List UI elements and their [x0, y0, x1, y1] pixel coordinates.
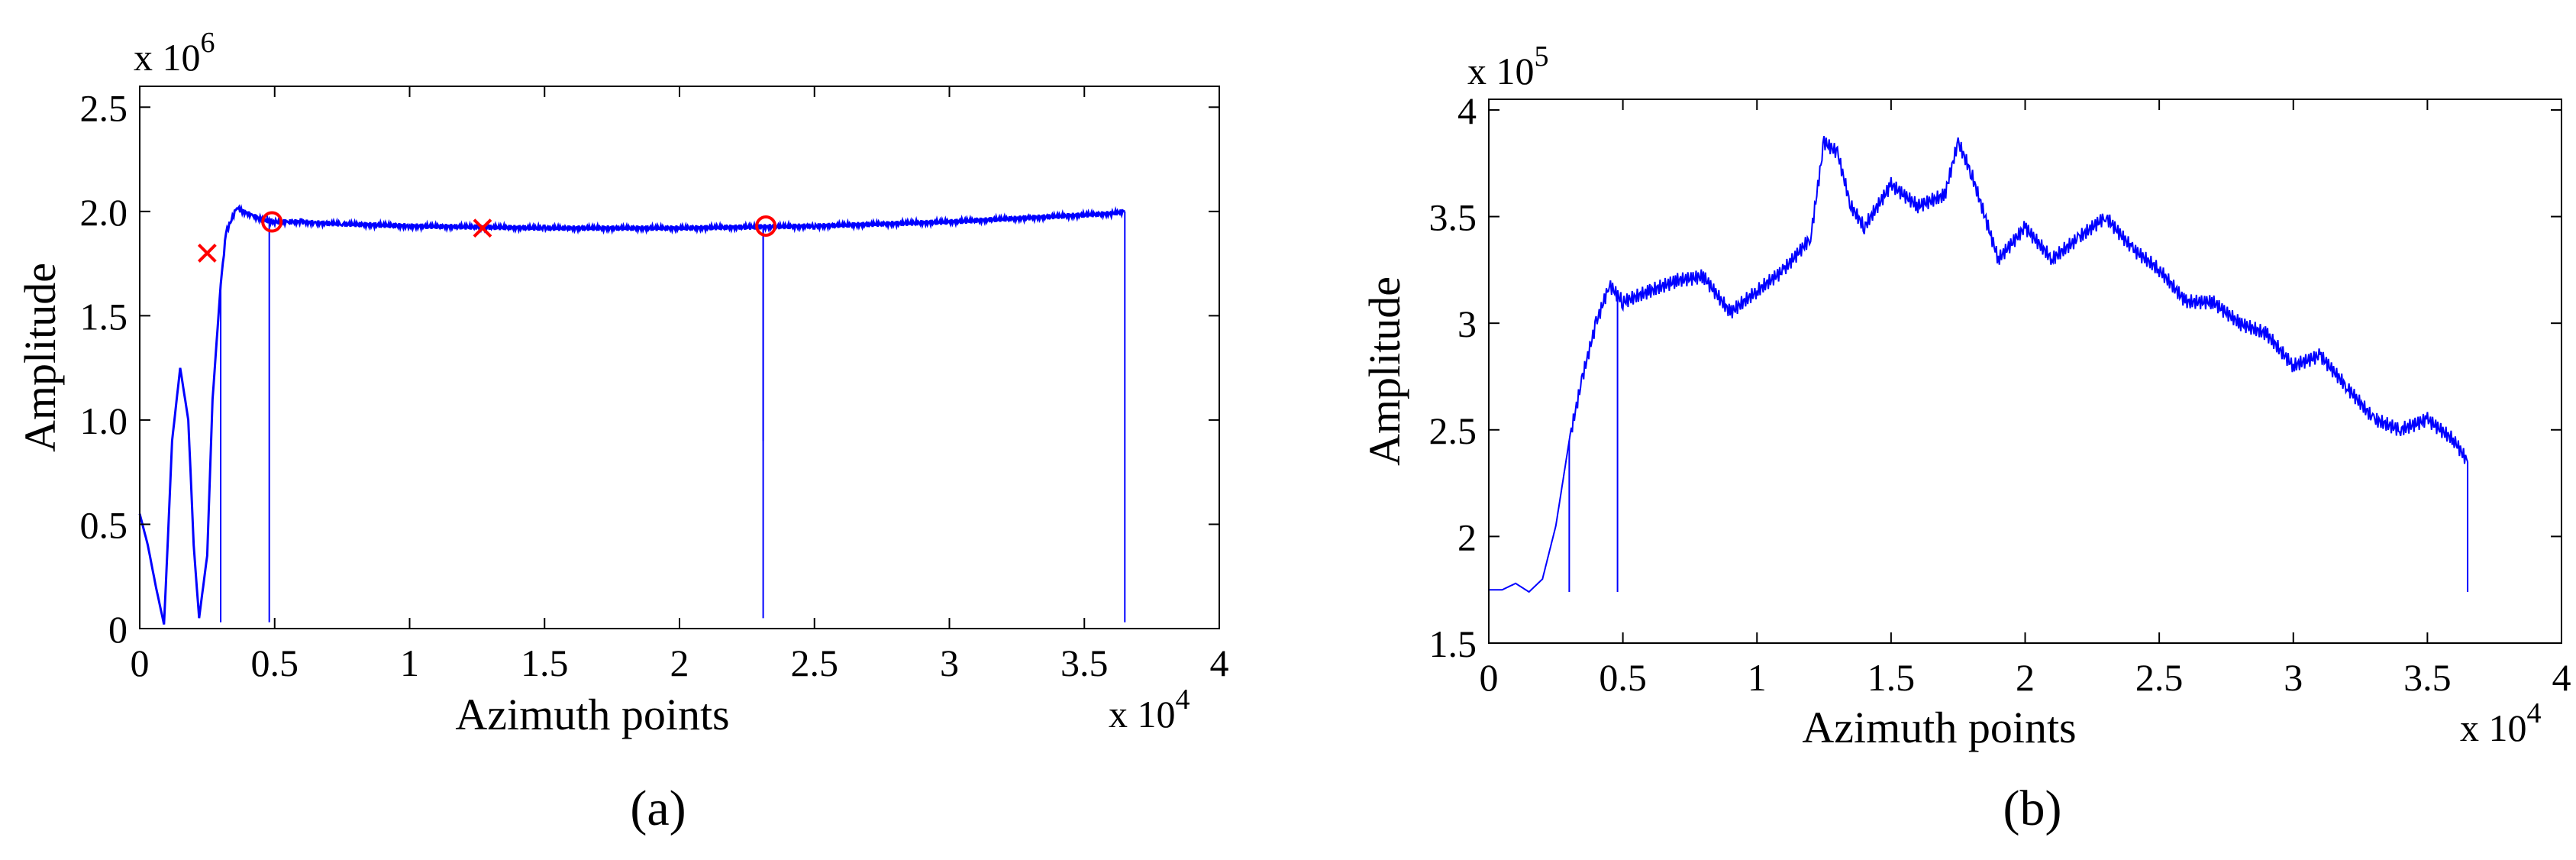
- panel-b-y-tick-label: 2.5: [1429, 409, 1477, 452]
- panel-a-y-multiplier-base: x 10: [134, 36, 201, 79]
- panel-b-axes-box: [1488, 99, 2562, 644]
- panel-b-x-multiplier-base: x 10: [2460, 706, 2527, 749]
- panel-b-x-tick-label: 3: [2284, 656, 2303, 699]
- panel-b-x-tick-label: 1.5: [1867, 656, 1916, 699]
- panel-a-y-tick-label: 0: [108, 608, 128, 651]
- panel-a-x-tick-label: 2: [670, 642, 689, 684]
- panel-b-y-multiplier-base: x 10: [1467, 50, 1535, 92]
- panel-b-x-tick-label: 0: [1480, 656, 1499, 699]
- panel-b-x-tick-label: 1: [1748, 656, 1767, 699]
- panel-a-y-tick-label: 2.5: [80, 86, 128, 129]
- panel-b-y-multiplier: x 105: [1467, 40, 1549, 92]
- panel-a-axes-box: [139, 86, 1220, 629]
- panel-b: 0 0.5 1 1.5 2 2.5 3 3.5 41.522.533.54 x 105 x 10…: [1360, 40, 2571, 836]
- panel-b-y-multiplier-exp: 5: [1535, 40, 1549, 73]
- panel-b-series-line: [1489, 136, 2469, 593]
- panel-b-plot: [1489, 136, 2469, 593]
- panel-a-x-multiplier: x 104: [1109, 684, 1190, 736]
- panel-b-x-multiplier-exp: 4: [2527, 697, 2542, 729]
- panel-a-x-tick-label: 1: [400, 642, 419, 684]
- panel-a-series-line: [138, 204, 1125, 625]
- panel-a-x-marker: [473, 218, 492, 238]
- panel-a-x-tick-label: 0: [131, 642, 150, 684]
- panel-b-x-multiplier: x 104: [2460, 697, 2542, 749]
- panel-a-x-tick-label: 3.5: [1060, 642, 1109, 684]
- panel-b-y-tick-label: 1.5: [1429, 622, 1477, 665]
- panel-a-x-multiplier-exp: 4: [1176, 684, 1190, 716]
- panel-a-x-tick-label: 1.5: [521, 642, 569, 684]
- panel-a-ticks: 0 0.5 1 1.5 2 2.5 3 3.5 4 0 0.5 1.0 1.5 2.0 2.5: [80, 86, 1229, 684]
- panel-a-y-multiplier-exp: 6: [201, 27, 215, 59]
- panel-a-circle-marker: [755, 215, 777, 237]
- panel-a-x-marker: [197, 244, 217, 263]
- panel-b-x-tick-label: 4: [2552, 656, 2571, 699]
- panel-a-circle-marker: [261, 211, 283, 233]
- panel-b-x-axis-label: Azimuth points: [1802, 703, 2076, 752]
- panel-a-x-tick-label: 0.5: [251, 642, 299, 684]
- panel-a-x-tick-label: 2.5: [791, 642, 839, 684]
- panel-a-x-axis-label: Azimuth points: [455, 690, 729, 739]
- panel-a-x-tick-label: 3: [940, 642, 959, 684]
- panel-a-y-tick-label: 1.0: [80, 399, 128, 442]
- panel-b-y-tick-label: 2: [1457, 516, 1477, 558]
- panel-a-plot: [138, 204, 1126, 625]
- panel-a-y-tick-label: 2.0: [80, 191, 128, 234]
- panel-b-y-tick-label: 4: [1457, 89, 1477, 132]
- panel-b-caption: (b): [2003, 781, 2062, 836]
- panel-b-y-axis-label: Amplitude: [1360, 276, 1409, 466]
- panel-b-y-tick-label: 3.5: [1429, 196, 1477, 239]
- panel-b-x-tick-label: 3.5: [2403, 656, 2452, 699]
- panel-b-y-tick-label: 3: [1457, 302, 1477, 345]
- panel-b-x-tick-label: 0.5: [1599, 656, 1647, 699]
- panel-a-y-tick-label: 1.5: [80, 295, 128, 338]
- panel-a: 0 0.5 1 1.5 2 2.5 3 3.5 400.51.01.52.02.5 x 106 …: [15, 27, 1229, 836]
- panel-a-x-tick-label: 4: [1210, 642, 1229, 684]
- panel-b-x-tick-label: 2.5: [2135, 656, 2184, 699]
- panel-b-x-tick-label: 2: [2016, 656, 2035, 699]
- panel-a-caption: (a): [630, 781, 686, 836]
- panel-a-y-axis-label: Amplitude: [15, 263, 65, 452]
- panel-b-ticks: 0 0.5 1 1.5 2 2.5 3 3.5 4 1.5 2 2.5 3 3.5 4: [1429, 89, 2571, 699]
- panel-a-y-multiplier: x 106: [134, 27, 215, 79]
- panel-a-x-multiplier-base: x 10: [1109, 693, 1176, 736]
- panel-a-y-tick-label: 0.5: [80, 503, 128, 546]
